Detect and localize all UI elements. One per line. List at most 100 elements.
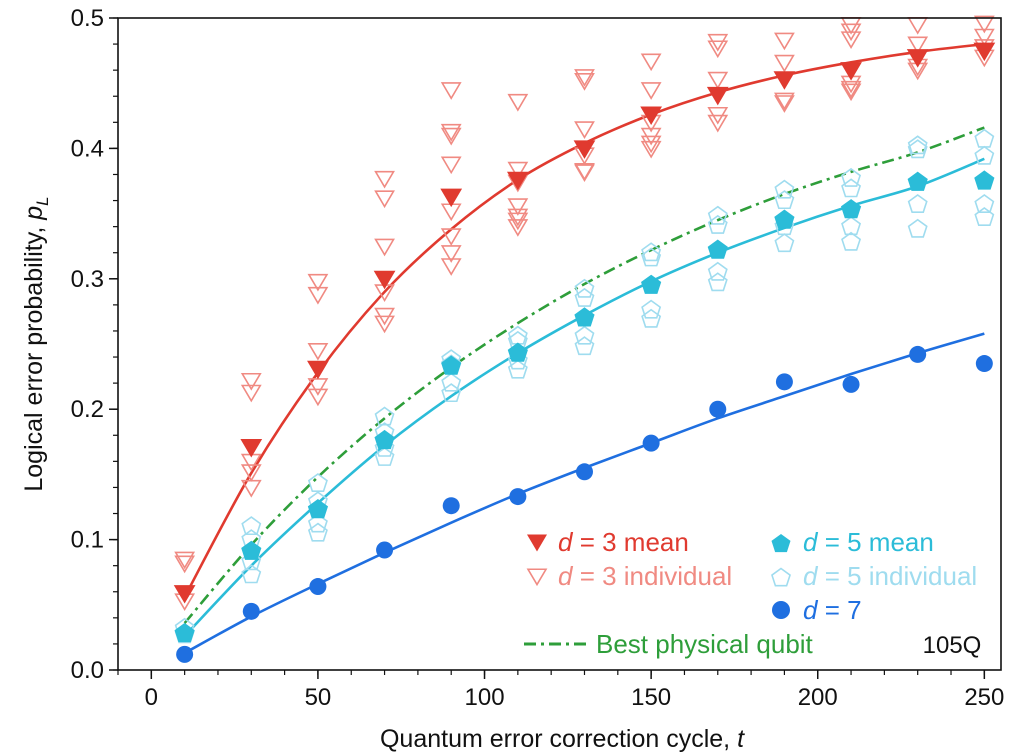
- d3-mean-marker: [173, 585, 196, 604]
- d3-individual-marker: [640, 53, 662, 72]
- d3-individual-marker: [774, 95, 795, 113]
- d3-individual-marker: [840, 83, 862, 102]
- d3-individual-marker: [507, 208, 529, 227]
- d5-individual-marker: [841, 178, 862, 198]
- d5-individual-marker: [641, 247, 662, 267]
- d3-individual-marker: [507, 212, 529, 231]
- d3-individual-marker: [840, 16, 862, 35]
- d3-individual-marker: [574, 164, 595, 182]
- d3-mean-marker: [906, 49, 929, 68]
- d3-mean-marker: [973, 42, 996, 62]
- d3-individual-marker: [307, 388, 329, 407]
- d3-individual-marker: [574, 73, 595, 91]
- d3-individual-marker: [440, 228, 462, 246]
- d5-mean-marker: [641, 274, 662, 294]
- d5-mean-marker: [974, 170, 995, 190]
- y-tick-label: 0.3: [71, 266, 104, 293]
- d5-individual-marker: [374, 406, 395, 426]
- axes: 0 50 100 150 200 250 0.0 0.1 0.2 0.3 0.4 0.5: [71, 5, 1005, 711]
- d5-individual-marker: [974, 128, 995, 148]
- d5-mean-marker: [574, 307, 595, 327]
- d3-mean-marker: [440, 188, 463, 208]
- legend-marker-d5-mean: [771, 534, 791, 553]
- d5-mean-marker: [840, 199, 862, 219]
- d5-individual-marker: [841, 167, 862, 187]
- d3-individual-marker: [707, 114, 729, 133]
- legend-item-d3-individual: d = 3 individual: [526, 561, 732, 591]
- d5-individual-marker: [774, 233, 795, 253]
- d3-individual-marker: [374, 238, 395, 257]
- d3-individual-marker: [374, 315, 395, 334]
- fit-line-d7: [184, 332, 985, 655]
- x-tick-label: 50: [305, 684, 332, 711]
- legend-label-d5-individual: d = 5 individual: [803, 561, 977, 591]
- d5-mean-marker: [241, 540, 262, 560]
- d5-individual-marker: [707, 214, 728, 234]
- d5-individual-marker: [441, 383, 462, 403]
- legend-label-d3-mean: d = 3 mean: [558, 527, 689, 557]
- d3-individual-marker: [574, 69, 595, 87]
- d3-individual-marker: [840, 80, 862, 99]
- y-tick-label: 0.4: [71, 135, 104, 162]
- d5-individual-marker: [774, 179, 795, 199]
- d5-individual-marker: [974, 145, 995, 165]
- d5-individual-marker: [641, 242, 662, 262]
- d3-individual-marker: [507, 198, 529, 216]
- d7-marker: [842, 375, 860, 393]
- d5-individual-marker: [441, 372, 462, 392]
- d5-individual-marker: [841, 216, 862, 236]
- x-tick-label: 250: [964, 684, 1004, 711]
- d3-individual-marker: [973, 15, 995, 34]
- legend-item-d5-mean: d = 5 mean: [771, 527, 934, 557]
- d3-individual-marker: [174, 555, 196, 574]
- d7-marker: [975, 355, 993, 373]
- d5-individual-marker: [241, 564, 262, 584]
- d3-individual-marker: [774, 92, 795, 111]
- d3-individual-marker: [640, 82, 662, 100]
- d3-individual-marker: [840, 31, 862, 49]
- d7-marker: [376, 541, 394, 559]
- legend-item-d3-mean: d = 3 mean: [527, 527, 689, 557]
- d5-individual-marker: [641, 299, 662, 319]
- legend-label-d3-individual: d = 3 individual: [558, 561, 732, 591]
- d5-individual-marker: [974, 207, 995, 226]
- d3-individual-marker: [774, 32, 795, 51]
- d3-individual-marker: [507, 161, 529, 180]
- legend-marker-d7: [772, 601, 790, 619]
- x-tick-label: 200: [798, 684, 838, 711]
- d5-mean-marker: [174, 622, 195, 643]
- d5-individual-marker: [574, 287, 595, 307]
- d5-individual-marker: [307, 513, 328, 533]
- d3-individual-marker: [507, 219, 529, 237]
- d5-mean-marker: [374, 429, 395, 450]
- legend: d = 3 mean d = 3 individual d = 5 mean d…: [524, 527, 977, 659]
- d3-mean-marker: [240, 439, 263, 458]
- chip-annotation: 105Q: [923, 632, 982, 659]
- d7-marker: [709, 400, 727, 418]
- d3-individual-marker: [440, 156, 462, 175]
- d3-individual-marker: [440, 82, 462, 100]
- d7-marker: [509, 488, 527, 506]
- d3-individual-marker: [240, 384, 262, 403]
- d3-mean-marker: [373, 270, 396, 290]
- d5-individual-marker: [707, 272, 728, 292]
- d5-individual-marker: [707, 261, 728, 281]
- x-tick-label: 150: [631, 684, 671, 711]
- d5-individual-marker: [841, 231, 862, 251]
- d5-individual-marker: [907, 139, 928, 159]
- d5-mean-marker: [774, 209, 795, 229]
- d7-marker: [242, 602, 260, 620]
- d3-individual-marker: [640, 140, 662, 159]
- d5-individual-marker: [574, 278, 595, 298]
- d5-individual-marker: [574, 325, 595, 345]
- y-tick-label: 0.2: [71, 396, 104, 423]
- d3-individual-marker: [374, 170, 395, 189]
- y-axis-title: Logical error probability, pL: [20, 196, 52, 491]
- legend-item-best-physical: Best physical qubit: [524, 629, 814, 659]
- d7-marker: [642, 434, 660, 452]
- d3-individual-marker: [307, 273, 329, 292]
- d3-mean-marker: [640, 106, 663, 125]
- x-tick-label: 0: [145, 684, 158, 711]
- d5-individual-marker: [241, 516, 262, 536]
- d5-individual-marker: [707, 205, 728, 225]
